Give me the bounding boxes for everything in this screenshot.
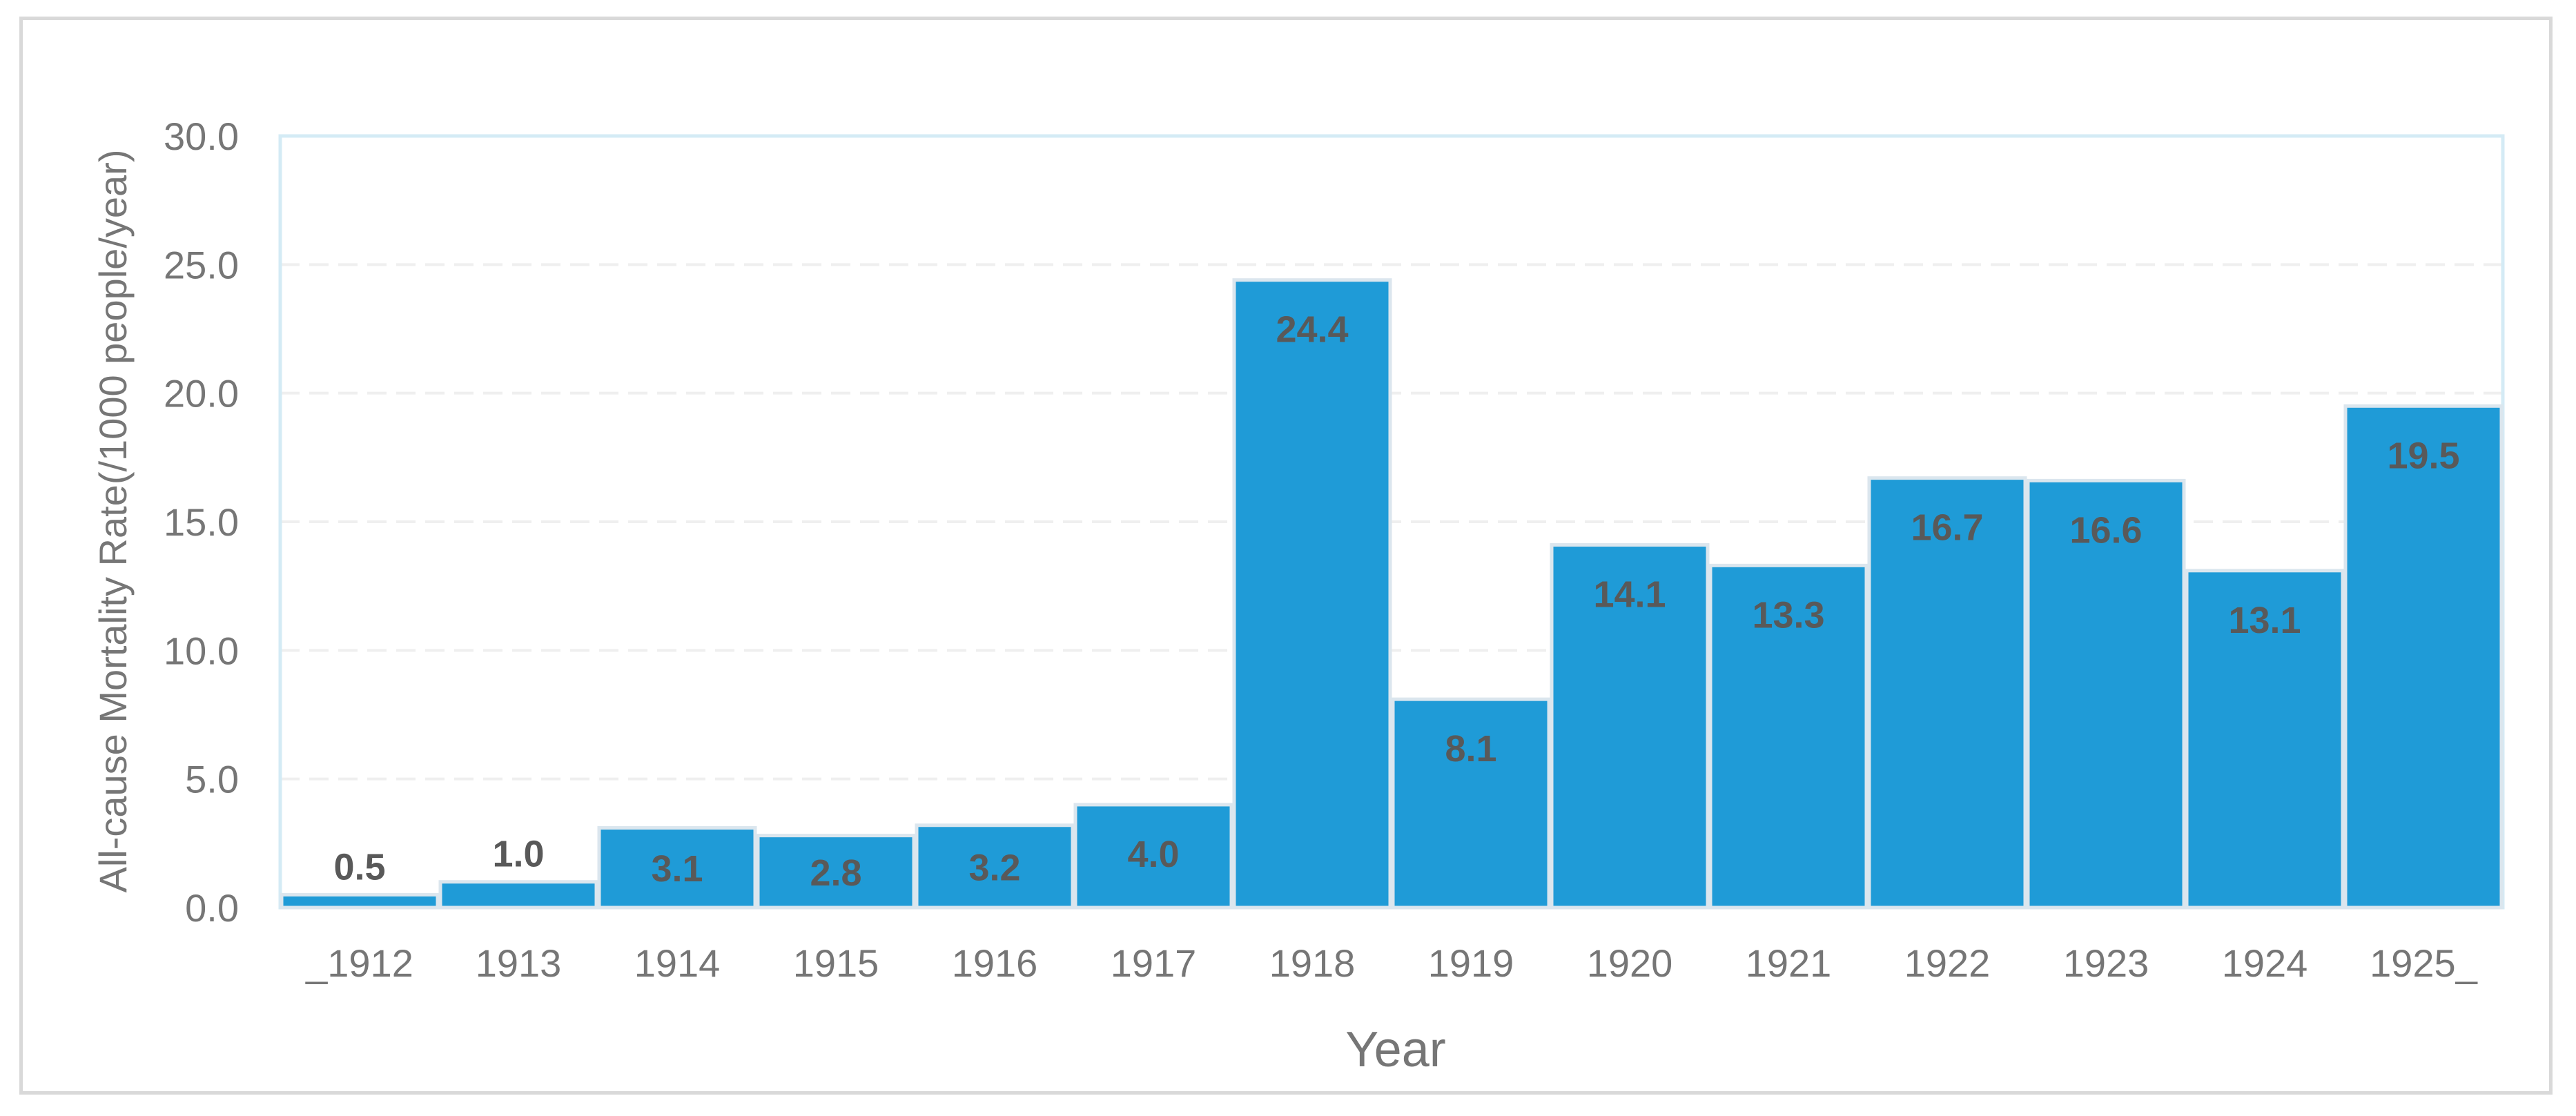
x-tick-label: 1919 — [1428, 941, 1514, 985]
x-tick-label: 1913 — [476, 941, 562, 985]
data-label: 24.4 — [1276, 309, 1348, 351]
x-tick-label: 1917 — [1111, 941, 1197, 985]
bar — [915, 823, 1075, 910]
x-tick-label: 1923 — [2063, 941, 2149, 985]
bar — [2026, 478, 2186, 910]
data-label: 16.7 — [1911, 507, 1983, 549]
bar — [1708, 563, 1868, 910]
bar — [438, 880, 598, 910]
x-tick-label: 1921 — [1746, 941, 1832, 985]
y-tick-label: 25.0 — [164, 243, 239, 286]
bar — [597, 825, 757, 910]
y-tick-label: 10.0 — [164, 629, 239, 672]
y-tick-label: 5.0 — [185, 758, 239, 801]
data-label: 1.0 — [492, 834, 544, 875]
bar — [1391, 697, 1551, 910]
data-label: 16.6 — [2069, 509, 2142, 551]
bar — [756, 834, 916, 910]
x-tick-label: 1915 — [793, 941, 879, 985]
data-label: 19.5 — [2387, 435, 2459, 476]
bar — [2185, 569, 2345, 910]
data-label: 13.1 — [2228, 600, 2301, 641]
x-tick-label: 1924 — [2222, 941, 2308, 985]
bar — [1550, 543, 1710, 910]
bar — [1073, 803, 1233, 910]
data-labels: 0.5 1.0 3.1 2.8 3.2 4.0 24.4 8.1 14.1 13.3 16.7 16.… — [333, 309, 2459, 894]
y-axis-ticks: 0.0 5.0 10.0 15.0 20.0 25.0 30.0 — [164, 115, 239, 930]
x-axis-ticks: _1912 1913 1914 1915 1916 1917 1918 1919 1920 192… — [305, 941, 2478, 985]
y-tick-label: 20.0 — [164, 372, 239, 415]
data-label: 4.0 — [1127, 834, 1179, 875]
bar — [280, 892, 440, 910]
data-label: 13.3 — [1752, 594, 1824, 636]
data-label: 2.8 — [810, 852, 861, 894]
data-label: 8.1 — [1445, 728, 1496, 770]
data-label: 3.2 — [968, 847, 1020, 888]
data-label: 0.5 — [333, 846, 385, 888]
bar — [2343, 404, 2504, 910]
x-tick-label: 1920 — [1587, 941, 1673, 985]
x-tick-label: 1914 — [634, 941, 721, 985]
x-tick-label: _1912 — [305, 941, 413, 985]
x-tick-label: 1922 — [1904, 941, 1991, 985]
bars — [280, 278, 2504, 910]
bar — [1232, 278, 1392, 910]
y-tick-label: 0.0 — [185, 886, 239, 930]
bar — [1867, 476, 2027, 910]
y-tick-label: 30.0 — [164, 115, 239, 158]
x-axis-title: Year — [1345, 1022, 1445, 1077]
y-axis-title: All-cause Mortality Rate(/1000 people/ye… — [91, 150, 135, 893]
x-tick-label: 1916 — [952, 941, 1038, 985]
data-label: 3.1 — [651, 848, 703, 890]
x-tick-label: 1918 — [1269, 941, 1356, 985]
y-tick-label: 15.0 — [164, 500, 239, 544]
x-tick-label: 1925_ — [2370, 941, 2478, 985]
data-label: 14.1 — [1593, 574, 1666, 616]
